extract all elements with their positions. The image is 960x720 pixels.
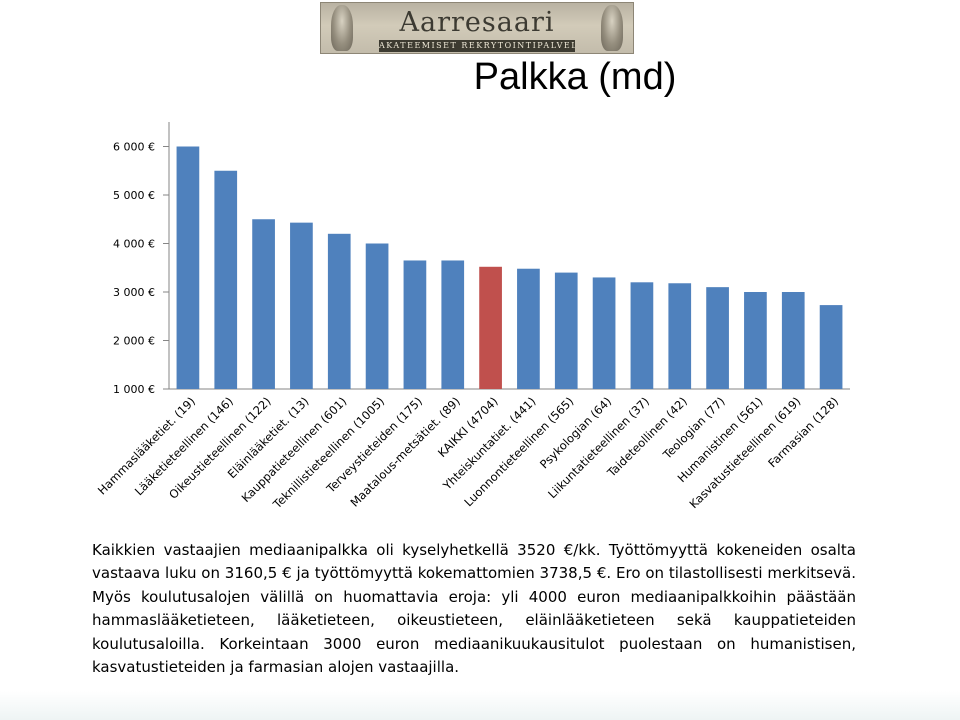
- bar: [441, 260, 465, 389]
- bar: [327, 233, 351, 389]
- bar: [365, 243, 389, 389]
- bar: [176, 146, 200, 389]
- x-axis-labels: Hammaslääketiet. (19)Lääketieteellinen (…: [95, 394, 841, 512]
- chart-title: Palkka (md): [473, 56, 677, 98]
- statue-left-icon: [331, 5, 353, 51]
- logo-name: Aarresaari: [399, 7, 555, 38]
- y-tick-label: 4 000 €: [113, 238, 155, 251]
- y-tick-label: 1 000 €: [113, 383, 155, 396]
- bar: [744, 292, 767, 389]
- description-paragraph: Kaikkien vastaajien mediaanipalkka oli k…: [92, 541, 856, 677]
- statue-right-icon: [601, 5, 623, 51]
- y-axis: 1 000 € 2 000 € 3 000 € 4 000 € 5 000 € 6 000…: [113, 122, 850, 396]
- bar: [290, 222, 313, 389]
- y-tick-label: 6 000 €: [113, 141, 155, 154]
- bar: [403, 260, 427, 389]
- bar: [479, 266, 502, 389]
- bar: [517, 268, 540, 389]
- bar: [706, 287, 729, 389]
- bar: [214, 170, 238, 389]
- bar: [252, 219, 275, 389]
- y-tick-label: 5 000 €: [113, 189, 155, 202]
- y-tick-label: 2 000 €: [113, 335, 155, 348]
- x-tick-label: Farmasian (128): [765, 394, 841, 470]
- bar-chart: 1 000 € 2 000 € 3 000 € 4 000 € 5 000 € 6 000…: [95, 122, 850, 512]
- bar: [630, 282, 654, 389]
- bottom-strip: [0, 691, 960, 720]
- bar: [554, 272, 578, 389]
- y-tick-label: 3 000 €: [113, 286, 155, 299]
- bar: [592, 277, 616, 389]
- bars: [176, 146, 843, 389]
- bar: [819, 305, 843, 389]
- logo-tagline: AKATEEMISET REKRYTOINTIPALVELUT: [379, 40, 575, 52]
- aarresaari-logo: Aarresaari AKATEEMISET REKRYTOINTIPALVEL…: [320, 2, 634, 54]
- bar: [781, 292, 805, 389]
- bar: [668, 283, 692, 389]
